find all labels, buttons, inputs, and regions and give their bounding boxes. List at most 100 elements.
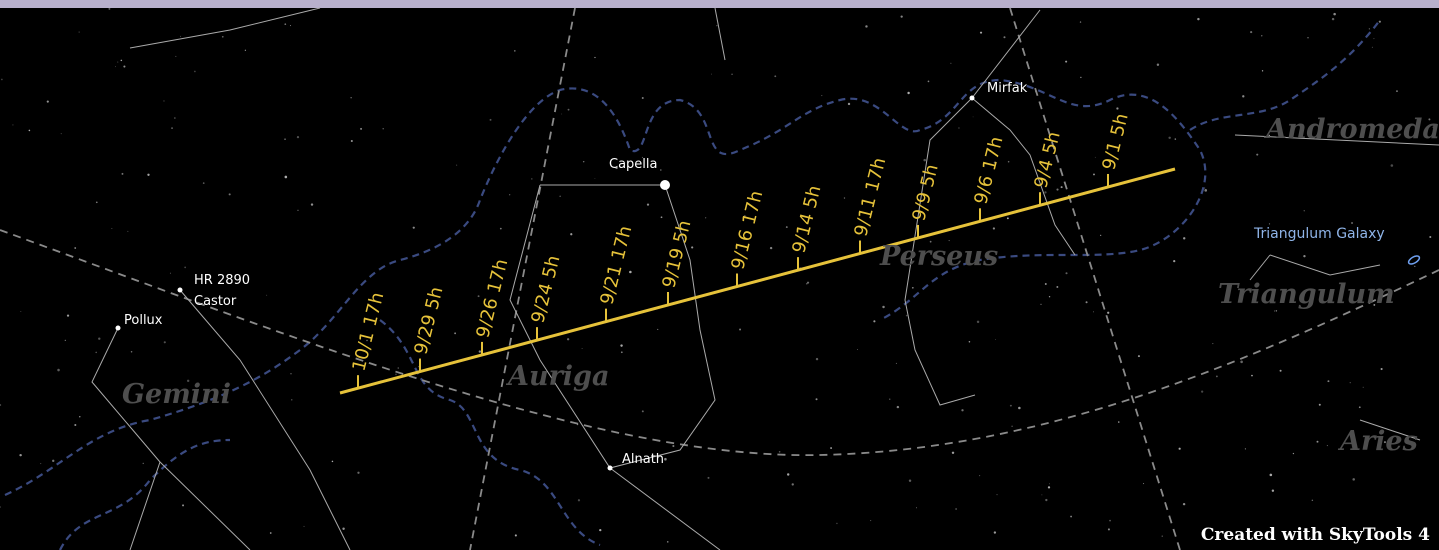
bg-star [1044,283,1047,285]
bg-star [78,31,80,33]
bg-star [1256,153,1259,156]
bg-star [895,362,897,364]
bg-star [769,246,773,250]
bg-star [1292,452,1295,455]
bg-star [303,525,305,527]
bg-star [992,227,996,230]
bg-star [1279,369,1282,372]
bg-star [382,128,384,130]
bg-star [1250,30,1253,34]
bg-star [1380,367,1383,371]
bg-star [1326,445,1328,447]
bg-star [1065,60,1068,63]
bg-star [993,161,996,164]
bg-star [95,351,97,354]
bg-star [1060,186,1063,189]
bg-star [599,528,602,532]
bg-star [1215,375,1218,378]
bg-star [350,96,352,99]
bg-star [961,409,964,412]
bg-star [0,404,2,406]
bg-star [1331,17,1335,21]
named-stars [115,95,975,471]
bg-star [477,295,480,298]
bg-star [1378,20,1381,23]
bg-star [958,127,960,129]
constellation-label: Aries [1337,426,1418,457]
bg-star [121,172,124,175]
bg-star [290,373,292,375]
bg-star [641,156,643,158]
bg-star [1161,535,1163,537]
bg-star [266,294,268,296]
bg-star [1070,515,1073,518]
star-label: Alnath [622,452,664,467]
bg-star [561,113,563,115]
bg-star [806,281,810,284]
bg-star [566,338,570,341]
bg-star [1045,498,1048,502]
bg-star [907,91,910,95]
grid-lines [0,7,1439,550]
bg-star [664,457,667,461]
constellation-label: Perseus [879,241,998,272]
galaxy-label: Triangulum Galaxy [1253,226,1385,242]
bg-star [1085,301,1088,304]
bg-star [1349,382,1351,384]
bg-star [64,339,66,341]
bg-star [12,124,14,126]
bg-star [707,476,710,479]
bg-star [182,504,185,507]
bg-star [1093,311,1095,313]
bg-star [905,314,908,317]
bg-star [1373,38,1375,40]
bg-star [805,282,808,285]
bg-star [1303,210,1306,212]
bg-star [1225,299,1227,300]
bg-star [1006,217,1009,220]
constellation-label: Andromeda [1263,114,1439,145]
bg-star [1056,286,1059,288]
bg-star [1100,234,1102,237]
bg-star [127,230,129,232]
bg-star [786,473,790,476]
bg-star [743,215,746,217]
bg-star [499,227,502,230]
bg-star [1173,259,1176,263]
bg-star [269,532,272,534]
bg-star [882,305,885,309]
bg-star [594,56,596,59]
bg-star [130,350,133,353]
star-label: Castor [194,294,237,309]
bg-star [570,233,573,236]
bg-star [366,339,368,342]
constellation-label: Gemini [122,379,231,410]
bg-star [1,78,3,81]
bg-star [1271,489,1275,492]
constellation-label: Auriga [505,361,609,392]
bg-star [1261,70,1264,72]
bg-star [1429,236,1432,239]
bg-star [1428,118,1431,121]
bg-star [979,475,981,477]
bg-star [244,49,247,51]
bg-star [641,97,644,100]
bg-star [1311,499,1314,502]
bg-star [228,193,231,196]
bg-star [331,460,334,463]
bg-star [1268,223,1271,225]
bg-star [1275,310,1278,312]
constellation-boundaries [4,19,1381,550]
bg-star [847,102,851,106]
bg-star [1056,188,1059,191]
bg-star [19,453,22,457]
bg-star [1414,265,1416,268]
bg-star [955,508,957,510]
bg-star [731,73,733,75]
bg-star [1047,486,1051,489]
bg-star [916,507,917,509]
bg-star [995,339,997,341]
bg-star [1318,403,1321,406]
bg-star [123,65,126,68]
bg-star [950,62,952,64]
